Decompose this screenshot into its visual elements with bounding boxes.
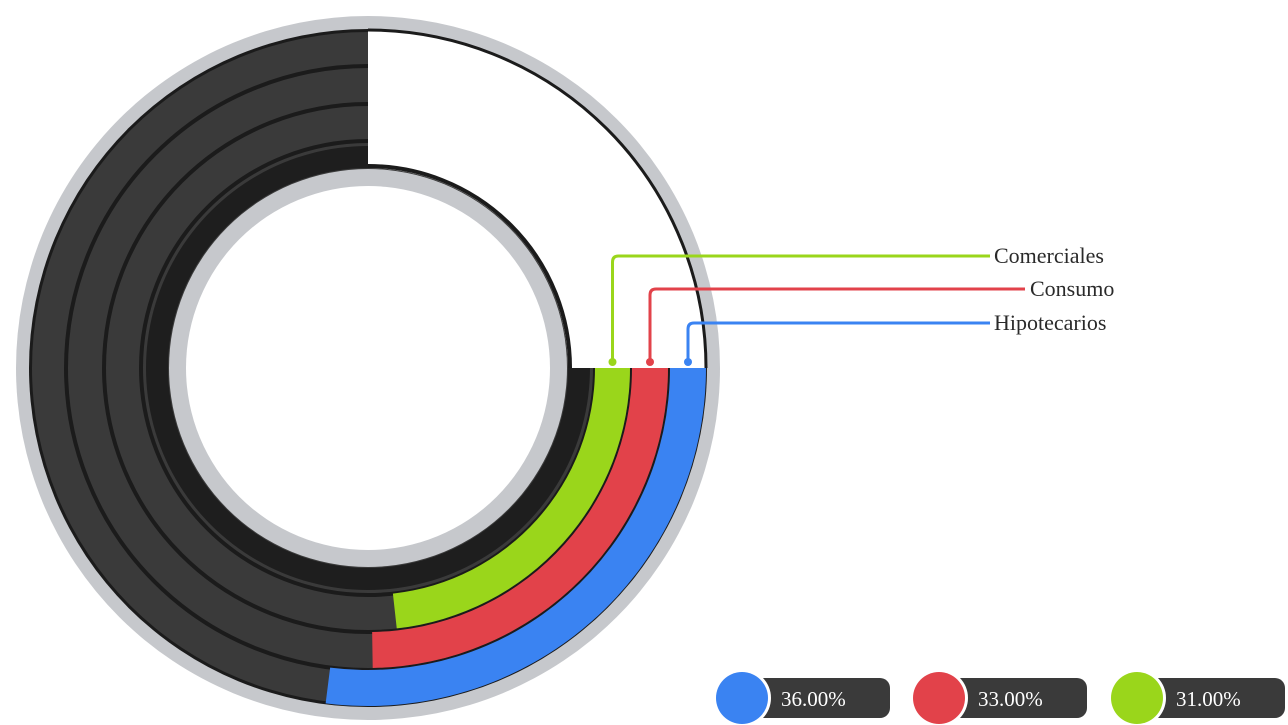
quadrant-inner-edge [367,164,572,369]
leader-dot-consumo [646,358,654,366]
arc-hipotecarios [325,368,706,706]
pill-background [750,678,890,718]
pill-value-text: 31.00% [1176,687,1241,711]
arc-comerciales [392,368,630,629]
leader-line-hipotecarios [686,321,990,362]
series-label-comerciales: Comerciales [994,243,1104,268]
value-pill-hipotecarios: 36.00% [713,669,890,725]
value-pill-comerciales: 31.00% [1108,669,1285,725]
pill-value-text: 36.00% [781,687,846,711]
pill-background [947,678,1087,718]
value-pill-consumo: 33.00% [910,669,1087,725]
pill-color-dot [1111,672,1163,724]
leader-line-comerciales [611,254,990,362]
arc-consumo [372,368,668,668]
series-label-hipotecarios: Hipotecarios [994,310,1106,335]
leader-dot-hipotecarios [684,358,692,366]
pill-background [1145,678,1285,718]
series-label-consumo: Consumo [1030,276,1114,301]
leader-line-consumo [648,287,1025,362]
pill-color-dot [716,672,768,724]
leader-dot-comerciales [608,358,617,366]
pill-value-text: 33.00% [978,687,1043,711]
empty-quadrant [368,30,706,368]
center-hole [186,186,550,550]
pill-color-dot [913,672,965,724]
